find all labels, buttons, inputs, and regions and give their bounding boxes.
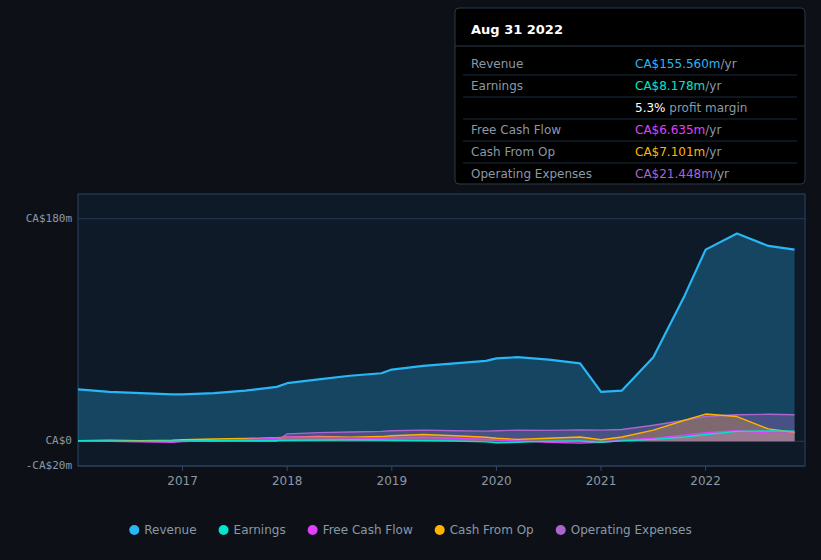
series-line — [78, 431, 795, 443]
annotation-unit: profit margin — [666, 101, 748, 115]
legend-marker — [219, 525, 229, 535]
x-tick-label: 2022 — [690, 474, 721, 488]
annotation-value: CA$8.178m — [635, 79, 705, 93]
legend-item: Free Cash Flow — [308, 523, 413, 537]
plot-frame — [78, 194, 805, 466]
background — [0, 0, 821, 560]
annotation-box: Aug 31 2022 Revenue CA$155.560m/yr Earnings… — [455, 8, 805, 184]
annotation-value: CA$21.448m — [635, 167, 713, 181]
annotation-row: CA$6.635m/yr — [635, 123, 721, 137]
legend-item: Revenue — [129, 523, 196, 537]
plot-area — [78, 194, 805, 466]
annotation-separator — [463, 141, 797, 142]
annotation-separator — [463, 119, 797, 120]
legend-marker — [308, 525, 318, 535]
x-tick — [182, 466, 183, 471]
annotation-background — [455, 8, 805, 184]
legend-marker — [556, 525, 566, 535]
annotation-value: CA$155.560m — [635, 57, 721, 71]
annotation-row: CA$8.178m/yr — [635, 79, 721, 93]
y-tick-label: -CA$20m — [26, 459, 73, 472]
annotation-row: CA$155.560m/yr — [635, 57, 737, 71]
annotation-label: Operating Expenses — [471, 167, 592, 181]
legend-label: Cash From Op — [450, 523, 534, 537]
x-tick — [705, 466, 706, 471]
x-tick-label: 2019 — [377, 474, 408, 488]
annotation-value: 5.3% — [635, 101, 666, 115]
annotation-row: 5.3% profit margin — [635, 101, 747, 115]
annotation-label: Revenue — [471, 57, 523, 71]
x-tick — [601, 466, 602, 471]
legend-item: Earnings — [219, 523, 286, 537]
annotation-separator — [463, 163, 797, 164]
x-tick — [391, 466, 392, 471]
area-fill — [78, 234, 795, 442]
annotation-label: Cash From Op — [471, 145, 555, 159]
x-tick-label: 2018 — [272, 474, 303, 488]
annotation-label: Free Cash Flow — [471, 123, 561, 137]
legend-marker — [435, 525, 445, 535]
annotation-value: CA$7.101m — [635, 145, 705, 159]
grid-line — [78, 218, 805, 219]
annotation-label: Earnings — [471, 79, 523, 93]
marks — [78, 234, 795, 444]
legend-item: Cash From Op — [435, 523, 534, 537]
series-line — [78, 234, 795, 395]
y-tick-label: CA$0 — [46, 434, 73, 447]
legend-item: Operating Expenses — [556, 523, 692, 537]
annotation-unit: /yr — [705, 123, 721, 137]
x-tick-label: 2020 — [481, 474, 512, 488]
annotation-separator — [463, 97, 797, 98]
x-tick — [496, 466, 497, 471]
annotation-separator — [463, 75, 797, 76]
annotation-row: CA$7.101m/yr — [635, 145, 721, 159]
x-tick — [287, 466, 288, 471]
annotation-unit: /yr — [705, 145, 721, 159]
legend-label: Operating Expenses — [571, 523, 692, 537]
x-tick-label: 2017 — [167, 474, 198, 488]
legend-label: Revenue — [144, 523, 196, 537]
annotation-separator — [455, 46, 805, 47]
chart: -CA$20mCA$0CA$180m2017201820192020202120… — [0, 0, 821, 560]
series-line — [78, 431, 795, 443]
legend-label: Earnings — [234, 523, 286, 537]
annotation-row: CA$21.448m/yr — [635, 167, 729, 181]
legend-marker — [129, 525, 139, 535]
x-tick-label: 2021 — [586, 474, 617, 488]
annotation-unit: /yr — [705, 79, 721, 93]
legend: Revenue Earnings Free Cash Flow Cash From O… — [129, 523, 691, 537]
x-axis: 2017 2018 2019 2020 2021 2022 — [167, 466, 721, 488]
annotation-title: Aug 31 2022 — [471, 22, 563, 37]
y-axis: -CA$20m CA$0 CA$180m — [26, 212, 805, 472]
legend-label: Free Cash Flow — [323, 523, 413, 537]
annotation-unit: /yr — [721, 57, 737, 71]
annotation-unit: /yr — [713, 167, 729, 181]
y-tick-label: CA$180m — [26, 212, 73, 225]
annotation-value: CA$6.635m — [635, 123, 705, 137]
